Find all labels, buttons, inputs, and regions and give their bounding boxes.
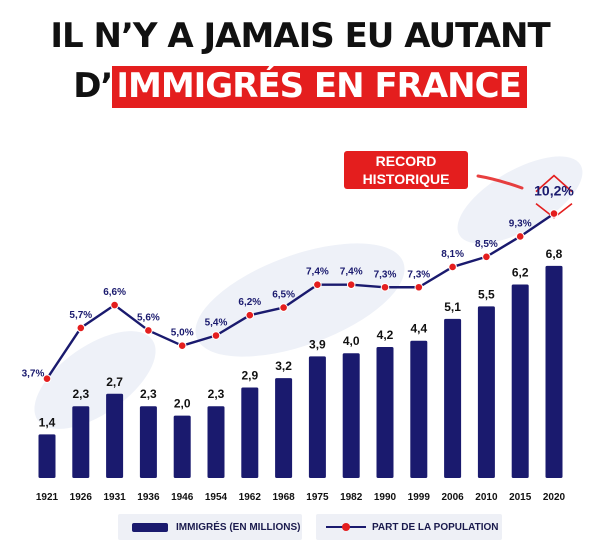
x-tick-1946: 1946 <box>171 492 194 503</box>
point-label-1954: 5,4% <box>205 318 228 329</box>
legend-bar-label: IMMIGRÉS (EN MILLIONS) <box>176 521 301 533</box>
bar-label-1999: 4,4 <box>410 322 427 336</box>
bar-1946 <box>173 415 191 478</box>
title-line-1: IL N’Y A JAMAIS EU AUTANT <box>50 16 550 56</box>
point-1999 <box>414 282 424 292</box>
point-label-1931: 6,6% <box>103 287 126 298</box>
point-label-1946: 5,0% <box>171 328 194 339</box>
record-chevron-top <box>535 174 573 193</box>
point-label-1990: 7,3% <box>374 269 397 280</box>
record-badge: RECORD HISTORIQUE <box>344 151 468 189</box>
bar-label-1962: 2,9 <box>241 369 258 383</box>
bar-2015 <box>511 284 529 478</box>
point-label-1921: 3,7% <box>22 369 45 380</box>
bar-label-1931: 2,7 <box>106 375 123 389</box>
point-label-1975: 7,4% <box>306 267 329 278</box>
bar-label-1990: 4,2 <box>377 328 394 342</box>
badge-line-2: HISTORIQUE <box>362 171 450 187</box>
point-1926 <box>76 323 86 333</box>
x-tick-1975: 1975 <box>306 492 329 503</box>
x-tick-2020: 2020 <box>543 492 566 503</box>
bar-label-1954: 2,3 <box>208 387 225 401</box>
x-tick-1931: 1931 <box>103 492 126 503</box>
x-tick-1968: 1968 <box>272 492 295 503</box>
legend-bars: IMMIGRÉS (EN MILLIONS) <box>118 514 302 540</box>
bar-1921 <box>38 434 56 478</box>
point-1954 <box>211 331 221 340</box>
x-tick-1954: 1954 <box>205 492 228 503</box>
x-tick-1962: 1962 <box>239 492 262 503</box>
bar-label-2015: 6,2 <box>512 266 529 280</box>
bar-1999 <box>410 340 428 478</box>
point-1982 <box>346 280 356 290</box>
bar-label-1975: 3,9 <box>309 337 326 351</box>
point-label-1926: 5,7% <box>69 310 92 321</box>
bar-1931 <box>106 393 124 478</box>
x-tick-1926: 1926 <box>70 492 93 503</box>
bar-label-2010: 5,5 <box>478 287 495 301</box>
x-tick-1921: 1921 <box>36 492 59 503</box>
x-tick-2010: 2010 <box>475 492 498 503</box>
point-1946 <box>177 341 187 350</box>
bar-1954 <box>207 406 225 478</box>
point-1921 <box>42 374 52 384</box>
point-label-1936: 5,6% <box>137 312 160 323</box>
bar-label-1968: 3,2 <box>275 359 292 373</box>
bar-1975 <box>308 356 326 478</box>
point-2015 <box>515 232 525 241</box>
record-scribble <box>476 174 524 190</box>
point-label-1999: 7,3% <box>407 269 430 280</box>
point-2020 <box>549 209 559 218</box>
bar-label-1936: 2,3 <box>140 387 157 401</box>
bar-1982 <box>342 353 360 478</box>
legend-line-swatch <box>326 522 366 532</box>
bar-1962 <box>241 387 259 478</box>
point-1990 <box>380 282 390 292</box>
x-tick-1990: 1990 <box>374 492 397 503</box>
x-tick-2006: 2006 <box>441 492 464 503</box>
bar-label-2020: 6,8 <box>546 247 563 261</box>
point-2006 <box>448 262 457 272</box>
bar-label-2006: 5,1 <box>444 300 461 314</box>
bar-2006 <box>444 318 462 478</box>
population-share-line <box>46 212 555 380</box>
point-label-1962: 6,2% <box>238 297 261 308</box>
legend-bar-swatch <box>132 522 168 532</box>
bar-1990 <box>376 346 394 478</box>
title-line-2: D’ IMMIGRÉS EN FRANCE <box>0 66 600 108</box>
point-1931 <box>110 300 119 310</box>
bar-label-1921: 1,4 <box>39 415 56 429</box>
legend-line: PART DE LA POPULATION <box>316 514 502 540</box>
x-tick-1982: 1982 <box>340 492 363 503</box>
point-2010 <box>482 252 491 262</box>
x-tick-2015: 2015 <box>509 492 532 503</box>
x-tick-1999: 1999 <box>408 492 431 503</box>
x-tick-1936: 1936 <box>137 492 160 503</box>
point-label-1968: 6,5% <box>272 290 295 301</box>
point-label-2006: 8,1% <box>441 249 464 260</box>
point-label-2010: 8,5% <box>475 239 498 250</box>
point-label-2015: 9,3% <box>509 218 532 229</box>
title-highlight: IMMIGRÉS EN FRANCE <box>112 66 527 108</box>
badge-line-1: RECORD <box>375 153 437 169</box>
legend-line-label: PART DE LA POPULATION <box>372 521 499 533</box>
point-1975 <box>313 280 322 290</box>
point-label-1982: 7,4% <box>340 267 363 278</box>
bar-1936 <box>139 406 157 478</box>
bar-1926 <box>72 406 90 478</box>
bar-label-1926: 2,3 <box>72 387 89 401</box>
title-prefix: D’ <box>73 66 113 106</box>
bar-2010 <box>477 306 495 478</box>
bar-label-1946: 2,0 <box>174 397 191 411</box>
point-1962 <box>245 310 255 320</box>
bar-2020 <box>545 265 563 478</box>
point-label-2020: 10,2% <box>534 183 574 199</box>
bar-1968 <box>275 378 293 478</box>
point-1968 <box>279 303 288 312</box>
point-1936 <box>144 326 153 335</box>
bar-label-1982: 4,0 <box>343 334 360 348</box>
